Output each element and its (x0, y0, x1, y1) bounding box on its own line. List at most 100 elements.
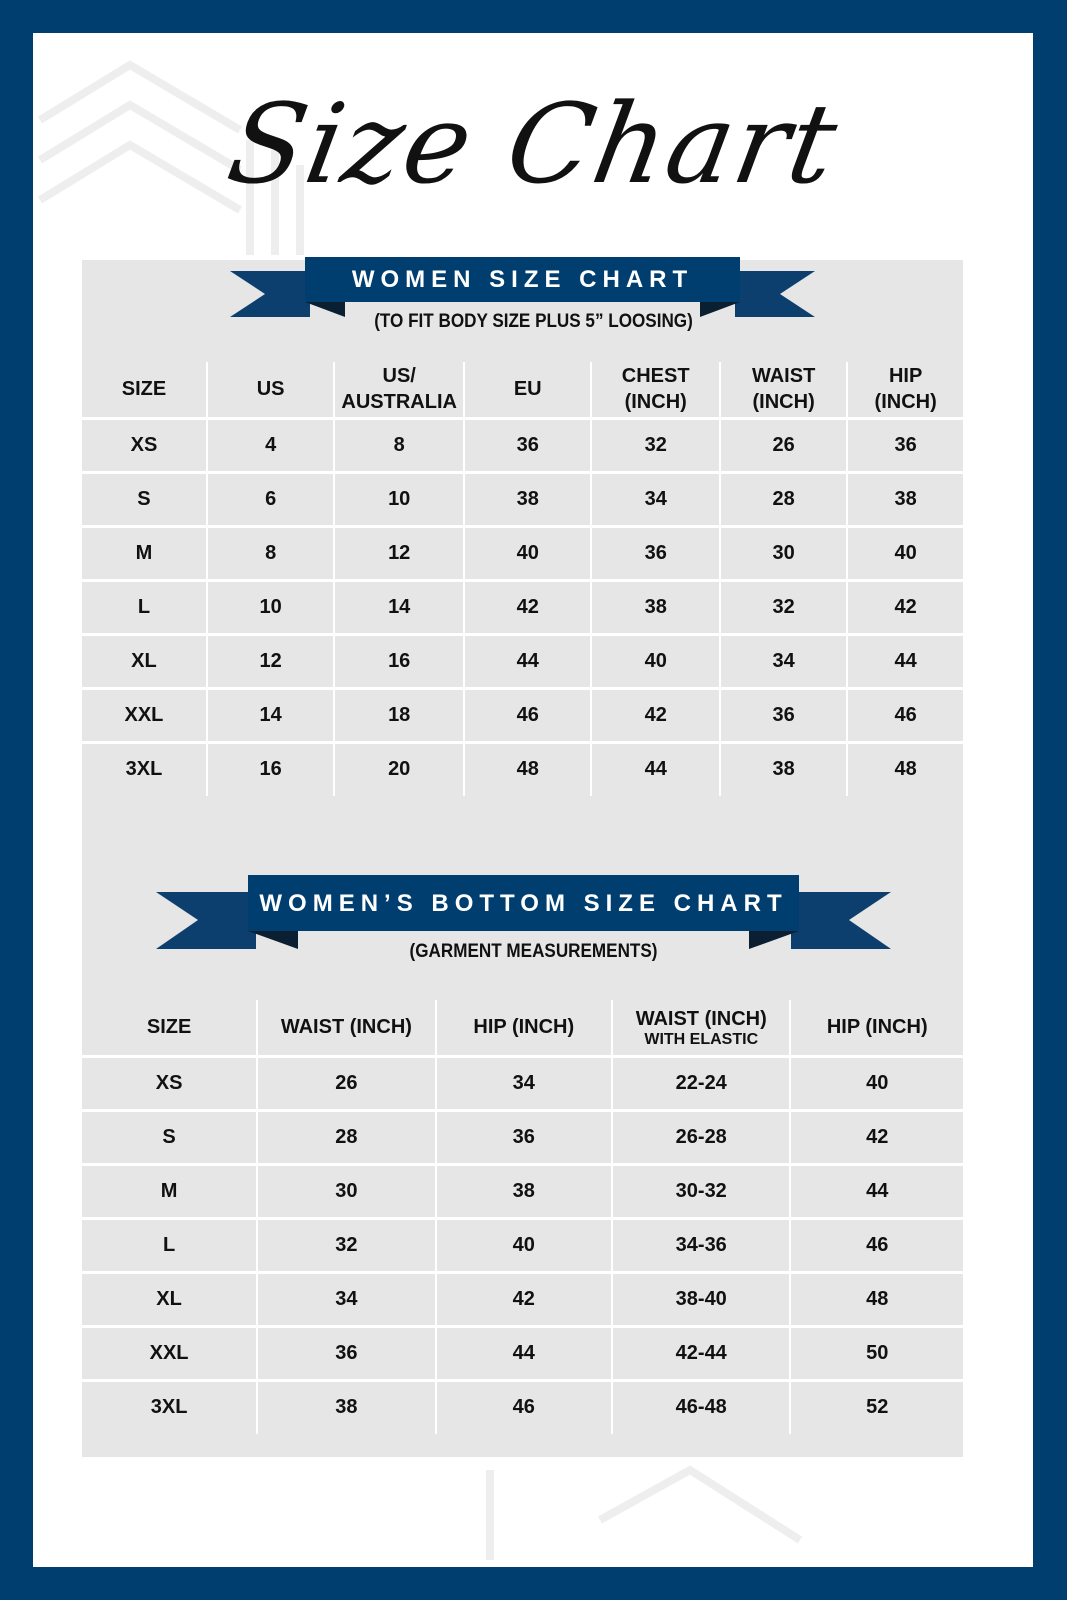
value-cell: 26-28 (610, 1108, 791, 1164)
column-header: WAIST (INCH) WITH ELASTIC (610, 1000, 791, 1056)
size-cell: 3XL (82, 740, 207, 796)
column-header-text: WITH ELASTIC (644, 1031, 759, 1049)
value-cell: 36 (463, 416, 592, 472)
column-header-text: (INCH) (874, 391, 937, 414)
value-cell: 46 (434, 1378, 612, 1434)
value-cell: 30-32 (610, 1162, 791, 1218)
table-row: XS 4 8 36 32 26 36 (82, 416, 963, 472)
value-cell: 6 (205, 470, 335, 526)
size-cell: M (82, 1162, 258, 1218)
column-header-text: US (256, 378, 285, 401)
table-row: S 6 10 38 34 28 38 (82, 470, 963, 526)
value-cell: 38 (590, 578, 720, 634)
value-cell: 26 (718, 416, 848, 472)
value-cell: 36 (846, 416, 963, 472)
table-row: 3XL 16 20 48 44 38 48 (82, 740, 963, 796)
value-cell: 42 (434, 1270, 612, 1326)
value-cell: 16 (333, 632, 465, 688)
size-cell: S (82, 470, 207, 526)
size-cell: M (82, 524, 207, 580)
value-cell: 34 (256, 1270, 436, 1326)
value-cell: 40 (590, 632, 720, 688)
value-cell: 42 (846, 578, 963, 634)
column-header: US (205, 362, 335, 418)
column-header: HIP (INCH) (434, 1000, 612, 1056)
column-header: CHEST (INCH) (590, 362, 720, 418)
value-cell: 42 (463, 578, 592, 634)
value-cell: 10 (333, 470, 465, 526)
column-header: US/AUSTRALIA (333, 362, 465, 418)
value-cell: 46 (846, 686, 963, 742)
column-header-text: SIZE (146, 1016, 192, 1039)
value-cell: 38 (718, 740, 848, 796)
ribbon-shape (156, 875, 891, 949)
value-cell: 42 (789, 1108, 963, 1164)
value-cell: 12 (333, 524, 465, 580)
column-header-text: EU (513, 378, 542, 401)
table-row: L 10 14 42 38 32 42 (82, 578, 963, 634)
value-cell: 36 (256, 1324, 436, 1380)
value-cell: 30 (718, 524, 848, 580)
table-row: S 28 36 26-28 42 (82, 1108, 963, 1164)
value-cell: 46-48 (610, 1378, 791, 1434)
table-row: XXL 14 18 46 42 36 46 (82, 686, 963, 742)
header-row: SIZE US US/AUSTRALIA EU CHEST (INCH) WAIST (INC… (82, 362, 963, 418)
value-cell: 38 (463, 470, 592, 526)
value-cell: 40 (789, 1054, 963, 1110)
size-cell: S (82, 1108, 258, 1164)
women-size-table: SIZE US US/AUSTRALIA EU CHEST (INCH) WAIST (INC… (82, 362, 963, 796)
women-size-chart-heading: WOMEN SIZE CHART (351, 266, 694, 293)
value-cell: 44 (590, 740, 720, 796)
value-cell: 46 (463, 686, 592, 742)
column-header-text: SIZE (121, 378, 167, 401)
women-size-chart-ribbon: WOMEN SIZE CHART (230, 257, 815, 319)
value-cell: 38-40 (610, 1270, 791, 1326)
value-cell: 44 (463, 632, 592, 688)
column-header-text: HIP (INCH) (473, 1016, 575, 1039)
table-row: M 30 38 30-32 44 (82, 1162, 963, 1218)
value-cell: 42-44 (610, 1324, 791, 1380)
size-cell: L (82, 578, 207, 634)
ribbon-shape (230, 257, 815, 317)
size-cell: XL (82, 632, 207, 688)
women-bottom-size-chart-subtitle: (GARMENT MEASUREMENTS) (409, 941, 658, 962)
value-cell: 36 (434, 1108, 612, 1164)
value-cell: 40 (846, 524, 963, 580)
value-cell: 48 (846, 740, 963, 796)
page-title: Size Chart (219, 80, 848, 208)
table-row: 3XL 38 46 46-48 52 (82, 1378, 963, 1434)
value-cell: 18 (333, 686, 465, 742)
value-cell: 40 (463, 524, 592, 580)
value-cell: 12 (205, 632, 335, 688)
value-cell: 26 (256, 1054, 436, 1110)
size-cell: 3XL (82, 1378, 258, 1434)
value-cell: 38 (256, 1378, 436, 1434)
value-cell: 34 (590, 470, 720, 526)
table-row: M 8 12 40 36 30 40 (82, 524, 963, 580)
column-header-text: WAIST (INCH) (635, 1008, 767, 1031)
column-header: HIP (INCH) (789, 1000, 963, 1056)
value-cell: 28 (718, 470, 848, 526)
value-cell: 46 (789, 1216, 963, 1272)
value-cell: 30 (256, 1162, 436, 1218)
size-cell: XXL (82, 1324, 258, 1380)
value-cell: 4 (205, 416, 335, 472)
table-row: XS 26 34 22-24 40 (82, 1054, 963, 1110)
value-cell: 14 (205, 686, 335, 742)
value-cell: 22-24 (610, 1054, 791, 1110)
value-cell: 50 (789, 1324, 963, 1380)
size-cell: XS (82, 1054, 258, 1110)
column-header-text: US/ (382, 365, 416, 388)
column-header: SIZE (82, 1000, 257, 1056)
value-cell: 48 (789, 1270, 963, 1326)
header-row: SIZE WAIST (INCH) HIP (INCH) WAIST (INCH) WI… (82, 1000, 963, 1056)
value-cell: 44 (846, 632, 963, 688)
column-header-text: WAIST (751, 365, 816, 388)
column-header-text: CHEST (621, 365, 690, 388)
column-header: EU (463, 362, 592, 418)
value-cell: 14 (333, 578, 465, 634)
value-cell: 32 (590, 416, 720, 472)
value-cell: 36 (718, 686, 848, 742)
women-bottom-size-chart-heading: WOMEN’S BOTTOM SIZE CHART (259, 890, 788, 917)
size-cell: XXL (82, 686, 207, 742)
